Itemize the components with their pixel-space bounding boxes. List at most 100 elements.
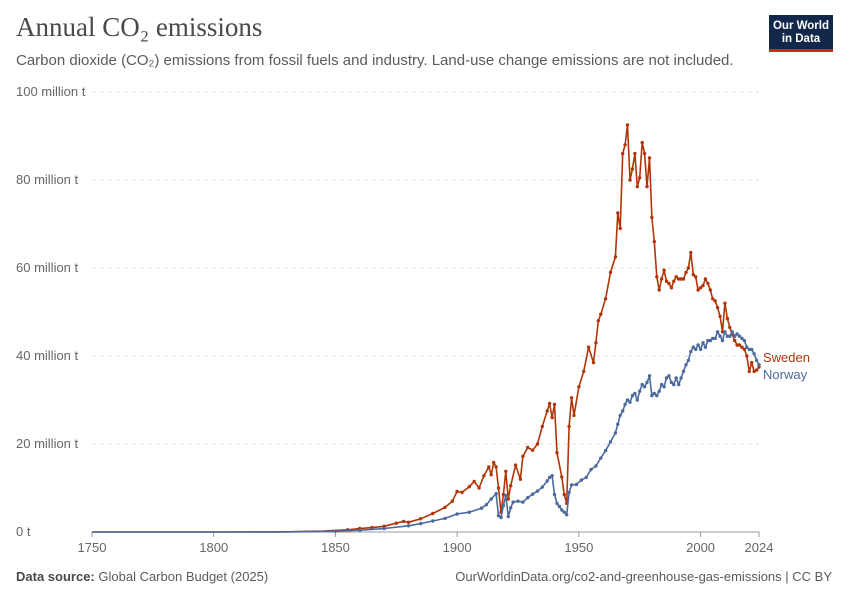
data-point [679,277,683,281]
data-point [506,497,510,501]
x-tick-label: 1750 [78,540,107,555]
data-point [640,382,644,387]
data-point [667,281,671,286]
data-point [577,385,581,389]
data-point [616,211,620,215]
data-point [684,363,688,367]
data-point [509,484,513,488]
data-point [708,338,712,343]
data-point [754,358,759,363]
data-point [521,454,525,458]
data-point [358,528,362,532]
data-point [715,330,720,334]
data-point [701,283,705,288]
y-tick-label: 80 million t [16,172,79,187]
data-point [603,297,608,301]
data-point [484,503,489,507]
data-point [545,479,549,483]
data-point [489,473,493,477]
data-point [557,504,562,509]
data-point [621,151,625,156]
data-point [650,393,654,398]
data-point [394,521,398,525]
x-tick-label: 1850 [321,540,350,555]
data-point [706,338,710,343]
data-point [550,415,554,420]
data-point [664,376,669,380]
data-point [633,151,637,156]
data-point [657,389,661,393]
data-point [496,486,501,490]
owid-logo[interactable]: Our World in Data [769,15,833,52]
data-point [406,524,411,528]
data-point [630,393,635,398]
data-point [479,506,484,510]
data-point [574,482,579,487]
data-point [718,334,722,338]
data-point [735,343,739,347]
y-tick-label: 40 million t [16,348,79,363]
data-point [499,515,503,520]
data-point [740,345,744,349]
data-point [555,451,559,455]
data-point [625,123,630,127]
data-point [694,347,698,352]
data-point [618,226,622,231]
source-link[interactable]: OurWorldinData.org/co2-and-greenhouse-ga… [455,569,832,584]
data-point [628,178,632,182]
data-point [728,325,732,330]
data-point [482,474,486,478]
data-point [757,363,761,367]
data-point [701,341,705,345]
data-point [677,382,681,387]
data-point [569,396,574,400]
chart-subtitle: Carbon dioxide (CO₂) emissions from foss… [16,52,734,69]
data-point [487,465,491,469]
data-point [677,277,681,281]
data-point [560,508,564,512]
data-point [572,413,576,418]
data-point [711,297,715,301]
data-point [706,281,710,286]
data-source-label: Data source: [16,569,95,584]
y-tick-label: 0 t [16,524,31,539]
data-point [455,512,459,516]
data-point [681,277,686,281]
data-point [594,341,598,345]
data-point [623,143,627,147]
series-label-norway: Norway [763,367,808,382]
data-point [691,272,695,277]
data-point [467,510,471,514]
data-point [662,268,666,272]
data-point [516,499,520,503]
data-point [698,347,703,352]
data-point [733,334,737,338]
data-point [455,489,459,494]
data-point [635,398,639,402]
data-point [703,345,708,349]
data-point [711,336,715,341]
data-point [547,401,552,406]
logo-line-1: Our World [772,20,829,32]
data-point [698,286,703,290]
chart-title: Annual CO₂ emissions [16,12,263,42]
data-point [418,517,423,521]
data-source: Data source: Global Carbon Budget (2025) [16,569,268,584]
data-point [713,336,717,341]
data-point [613,431,618,435]
data-point [530,448,535,452]
data-source-text: Global Carbon Budget (2025) [98,569,269,584]
data-point [672,382,676,387]
data-point [652,391,656,396]
data-point [691,345,695,349]
data-point [708,288,712,292]
data-point [569,483,574,487]
data-point [638,176,642,180]
data-point [655,393,659,398]
data-point [567,490,571,495]
data-point [752,369,756,374]
data-point [645,184,649,189]
data-point [674,376,678,380]
data-point [608,270,613,275]
data-point [745,354,749,358]
